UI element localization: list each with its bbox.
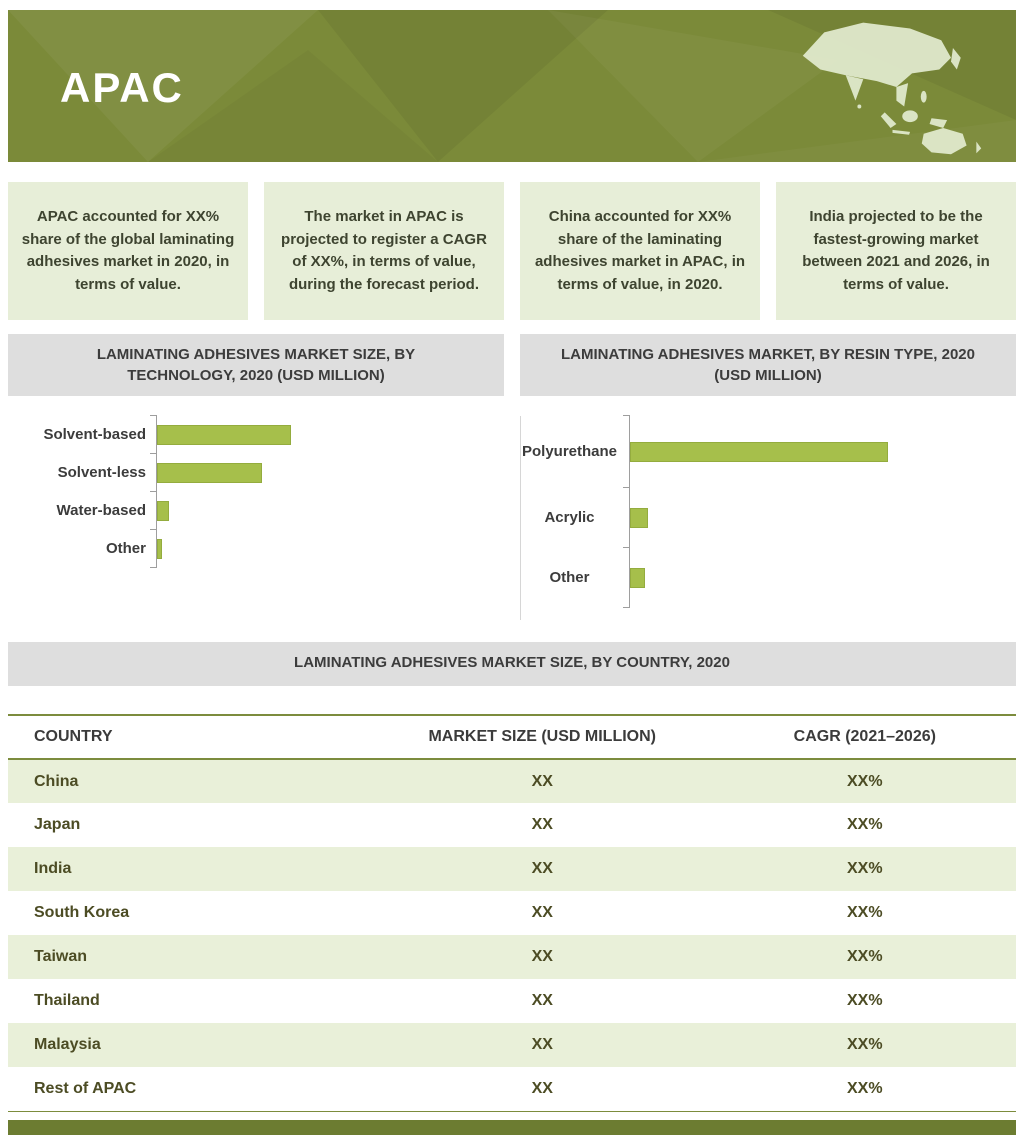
table-row: India XX XX%: [8, 847, 1016, 891]
bar-water-based: [157, 501, 170, 521]
country-cell: Rest of APAC: [34, 1079, 137, 1097]
bar-cell: [150, 491, 504, 530]
cagr-cell: XX%: [847, 816, 883, 833]
bar-cell: [622, 547, 1017, 608]
bar-row-acrylic: Acrylic: [521, 487, 1017, 548]
cagr-cell: XX%: [847, 1079, 883, 1097]
table-row: Malaysia XX XX%: [8, 1023, 1016, 1067]
market-size-cell: XX: [531, 904, 553, 921]
country-cell: Taiwan: [34, 948, 88, 965]
table-row: Taiwan XX XX%: [8, 935, 1016, 979]
resin-type-chart-title: LAMINATING ADHESIVES MARKET, BY RESIN TY…: [520, 334, 1016, 396]
country-cell: Japan: [34, 816, 81, 833]
market-size-cell: XX: [531, 948, 553, 965]
market-size-cell: XX: [531, 992, 553, 1009]
table-row: Rest of APAC XX XX%: [8, 1067, 1016, 1111]
bar-label: Solvent-based: [43, 426, 146, 443]
bar-row-other-technology: Other: [8, 529, 504, 568]
table-row: China XX XX%: [8, 759, 1016, 803]
bar-polyurethane: [629, 442, 888, 462]
bar-label: Solvent-less: [57, 464, 146, 481]
table-row: Japan XX XX%: [8, 803, 1016, 847]
cagr-cell: XX%: [847, 860, 883, 877]
technology-chart-title: LAMINATING ADHESIVES MARKET SIZE, BY TEC…: [8, 334, 504, 396]
column-header-cagr: CAGR (2021–2026): [713, 715, 1016, 759]
bar-cell: [622, 487, 1017, 548]
cagr-cell: XX%: [847, 992, 883, 1009]
column-header-country: COUNTRY: [8, 715, 371, 759]
bar-row-solvent-less: Solvent-less: [8, 453, 504, 492]
bar-label: Polyurethane: [521, 443, 618, 460]
bar-solvent-based: [157, 425, 291, 445]
bar-label: Water-based: [56, 502, 146, 519]
country-cell: Malaysia: [34, 1036, 101, 1053]
bar-cell: [150, 415, 504, 454]
charts-row: Solvent-based Solvent-less Water-based O…: [8, 396, 1016, 620]
market-size-cell: XX: [531, 1036, 553, 1053]
bar-row-water-based: Water-based: [8, 491, 504, 530]
market-size-cell: XX: [531, 860, 553, 877]
apac-map-icon: [802, 22, 982, 155]
bar-other-technology: [157, 539, 163, 559]
bar-solvent-less: [157, 463, 262, 483]
table-header-row: COUNTRY MARKET SIZE (USD MILLION) CAGR (…: [8, 715, 1016, 759]
bar-cell: [150, 529, 504, 568]
chart-section-headers: LAMINATING ADHESIVES MARKET SIZE, BY TEC…: [8, 334, 1016, 396]
country-cell: India: [34, 860, 72, 877]
highlight-card-china-share: China accounted for XX% share of the lam…: [520, 182, 760, 320]
page-title: APAC: [60, 64, 184, 111]
cagr-cell: XX%: [847, 1036, 883, 1053]
column-header-market-size: MARKET SIZE (USD MILLION): [370, 715, 714, 759]
bar-row-solvent-based: Solvent-based: [8, 415, 504, 454]
highlight-cards: APAC accounted for XX% share of the glob…: [8, 182, 1016, 320]
market-size-cell: XX: [531, 816, 553, 833]
bar-label: Other: [105, 540, 146, 557]
highlight-card-cagr: The market in APAC is projected to regis…: [264, 182, 504, 320]
cagr-cell: XX%: [847, 948, 883, 965]
technology-bar-chart: Solvent-based Solvent-less Water-based O…: [8, 415, 504, 620]
bar-acrylic: [629, 508, 648, 528]
bar-cell: [150, 453, 504, 492]
country-cell: Thailand: [34, 992, 100, 1009]
country-table: COUNTRY MARKET SIZE (USD MILLION) CAGR (…: [8, 714, 1016, 1112]
market-size-cell: XX: [531, 1079, 553, 1097]
footer-bar: [8, 1119, 1016, 1135]
highlight-card-india-growth: India projected to be the fastest-growin…: [776, 182, 1016, 320]
resin-type-bar-chart: Polyurethane Acrylic Other: [519, 415, 1017, 620]
bar-label: Acrylic: [544, 509, 595, 526]
table-row: South Korea XX XX%: [8, 891, 1016, 935]
bar-row-polyurethane: Polyurethane: [521, 415, 1017, 488]
table-row: Thailand XX XX%: [8, 979, 1016, 1023]
cagr-cell: XX%: [847, 904, 883, 921]
bar-cell: [622, 415, 1017, 488]
country-cell: China: [34, 772, 79, 790]
cagr-cell: XX%: [847, 772, 883, 790]
bar-other-resin: [629, 568, 645, 588]
market-size-cell: XX: [531, 772, 553, 790]
bar-label: Other: [549, 569, 590, 586]
highlight-card-apac-share: APAC accounted for XX% share of the glob…: [8, 182, 248, 320]
region-banner: APAC: [8, 10, 1016, 162]
country-cell: South Korea: [34, 904, 130, 921]
country-table-title: LAMINATING ADHESIVES MARKET SIZE, BY COU…: [8, 642, 1016, 686]
bar-row-other-resin: Other: [521, 547, 1017, 608]
